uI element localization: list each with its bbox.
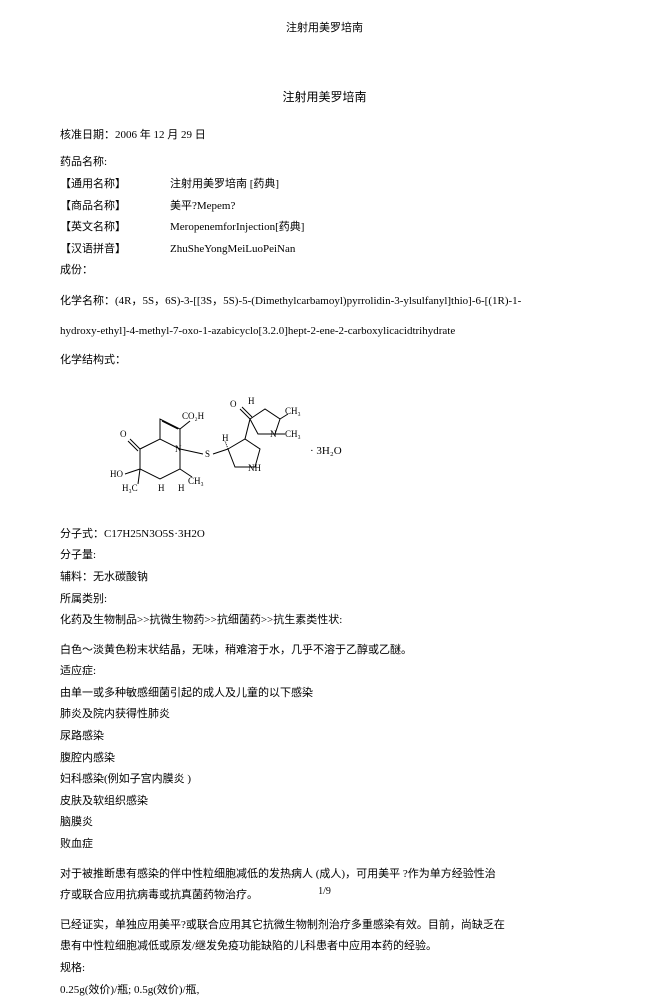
- english-name-row: 【英文名称】 MeropenemforInjection[药典]: [60, 219, 589, 237]
- svg-text:H: H: [178, 483, 185, 493]
- generic-name-row: 【通用名称】 注射用美罗培南 [药典]: [60, 176, 589, 194]
- english-name-label: 【英文名称】: [60, 219, 150, 237]
- svg-text:H: H: [248, 396, 255, 406]
- spec-value: 0.25g(效价)/瓶; 0.5g(效价)/瓶,: [60, 982, 589, 999]
- indication-5: 皮肤及软组织感染: [60, 793, 589, 811]
- generic-name-value: 注射用美罗培南 [药典]: [170, 176, 279, 194]
- ingredients-header: 成份：: [60, 262, 589, 280]
- chemical-name-value: (4R，5S，6S)-3-[[3S，5S)-5-(Dimethylcarbamo…: [115, 295, 521, 307]
- svg-text:S: S: [205, 449, 210, 459]
- molecular-formula-value: C17H25N3O5S·3H2O: [104, 528, 205, 540]
- svg-text:H: H: [158, 483, 165, 493]
- molecular-formula: 分子式：C17H25N3O5S·3H2O: [60, 526, 589, 544]
- svg-text:CH₃: CH₃: [285, 429, 301, 439]
- molecular-formula-label: 分子式：: [60, 528, 104, 540]
- paragraph-2: 已经证实，单独应用美平?或联合应用其它抗微生物制剂治疗多重感染有效。目前，尚缺乏…: [60, 917, 589, 935]
- indications-intro: 由单一或多种敏感细菌引起的成人及儿童的以下感染: [60, 685, 589, 703]
- chemical-name-label: 化学名称：: [60, 295, 115, 307]
- appearance: 白色～淡黄色粉末状结晶，无味，稍难溶于水，几乎不溶于乙醇或乙醚。: [60, 642, 589, 660]
- paragraph-2b: 患有中性粒细胞减低或原发/继发免疫功能缺陷的儿科患者中应用本药的经验。: [60, 938, 589, 956]
- indication-2: 尿路感染: [60, 728, 589, 746]
- english-name-value: MeropenemforInjection[药典]: [170, 219, 304, 237]
- generic-name-label: 【通用名称】: [60, 176, 150, 194]
- chemical-name: 化学名称：(4R，5S，6S)-3-[[3S，5S)-5-(Dimethylca…: [60, 292, 589, 312]
- header-title: 注射用美罗培南: [60, 20, 589, 38]
- page-number: 1/9: [0, 884, 649, 900]
- paragraph-1: 对于被推断患有感染的伴中性粒细胞减低的发热病人 (成人)，可用美平 ?作为单方经…: [60, 866, 589, 884]
- hydrate-label: · 3H₂O: [310, 445, 342, 457]
- drug-name-header: 药品名称:: [60, 154, 589, 172]
- indication-1: 肺炎及院内获得性肺炎: [60, 706, 589, 724]
- structure-svg: N O HO H₃C H H CH₃ CO₂H S N: [110, 379, 370, 509]
- indication-7: 败血症: [60, 836, 589, 854]
- pinyin-value: ZhuSheYongMeiLuoPeiNan: [170, 241, 295, 259]
- pinyin-label: 【汉语拼音】: [60, 241, 150, 259]
- svg-text:O: O: [230, 399, 237, 409]
- trade-name-label: 【商品名称】: [60, 198, 150, 216]
- trade-name-row: 【商品名称】 美平?Mepem?: [60, 198, 589, 216]
- trade-name-value: 美平?Mepem?: [170, 198, 235, 216]
- indication-4: 妇科感染(例如子宫内膜炎 ): [60, 771, 589, 789]
- structure-label: 化学结构式：: [60, 352, 589, 370]
- chemical-name-2: hydroxy-ethyl]-4-methyl-7-oxo-1-azabicyc…: [60, 322, 589, 342]
- molecular-weight: 分子量:: [60, 547, 589, 565]
- spec-header: 规格:: [60, 960, 589, 978]
- document-title: 注射用美罗培南: [60, 88, 589, 107]
- svg-text:H₃C: H₃C: [122, 483, 138, 493]
- chemical-structure: N O HO H₃C H H CH₃ CO₂H S N: [110, 379, 589, 516]
- approval-date: 核准日期：2006 年 12 月 29 日: [60, 127, 589, 145]
- indication-3: 腹腔内感染: [60, 750, 589, 768]
- pinyin-row: 【汉语拼音】 ZhuSheYongMeiLuoPeiNan: [60, 241, 589, 259]
- svg-text:CO₂H: CO₂H: [182, 411, 205, 421]
- svg-text:NH: NH: [248, 463, 261, 473]
- indications-header: 适应症:: [60, 663, 589, 681]
- svg-text:H: H: [222, 433, 229, 443]
- svg-text:O: O: [120, 429, 127, 439]
- svg-text:CH₃: CH₃: [188, 476, 204, 486]
- indication-6: 脑膜炎: [60, 814, 589, 832]
- excipient: 辅料：无水碳酸钠: [60, 569, 589, 587]
- category-value: 化药及生物制品>>抗微生物药>>抗细菌药>>抗生素类性状:: [60, 612, 589, 630]
- svg-text:HO: HO: [110, 469, 123, 479]
- category-header: 所属类别:: [60, 591, 589, 609]
